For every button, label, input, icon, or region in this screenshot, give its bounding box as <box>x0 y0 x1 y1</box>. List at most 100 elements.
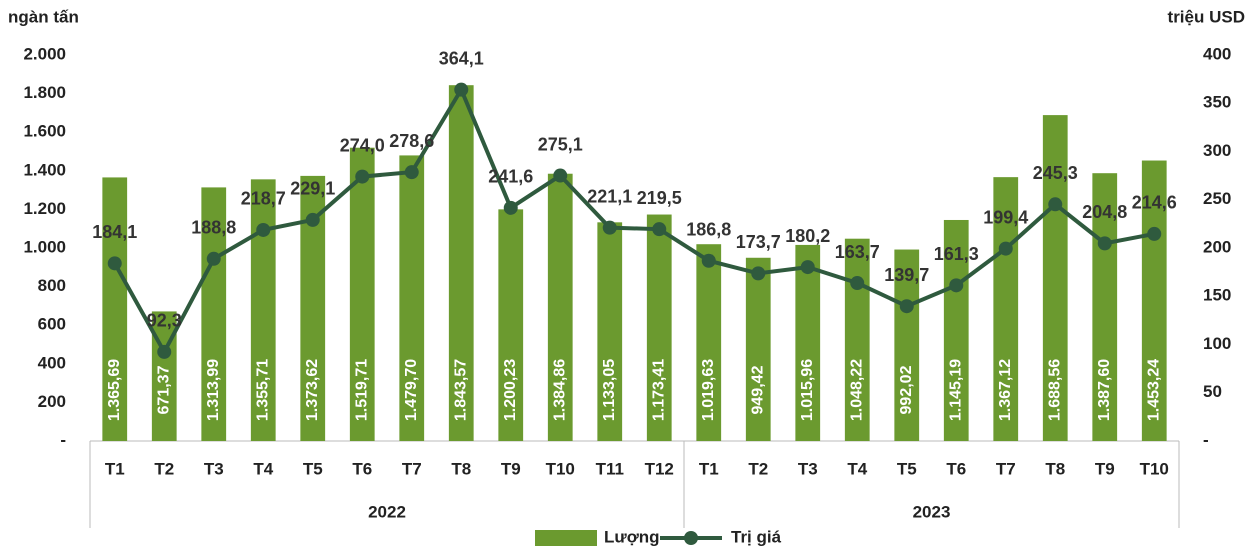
bar <box>745 257 771 441</box>
y-tick-label: 400 <box>38 353 66 372</box>
line-value-label: 163,7 <box>835 242 880 262</box>
bar <box>696 244 722 441</box>
line-point <box>652 222 667 237</box>
y-tick-label: 600 <box>38 315 66 334</box>
group-label: 2022 <box>368 502 406 521</box>
line-point <box>305 212 320 227</box>
bar-value-label: 671,37 <box>155 365 172 414</box>
bar <box>1092 173 1118 441</box>
x-tick-label: T4 <box>847 459 867 478</box>
y-tick-label: 200 <box>38 392 66 411</box>
line-value-label: 139,7 <box>884 265 929 285</box>
bar <box>1141 160 1167 442</box>
bar-value-label: 1.173,41 <box>650 359 667 421</box>
line-point <box>602 220 617 235</box>
y2-axis-label: triệu USD <box>1168 7 1245 26</box>
x-tick-label: T8 <box>451 459 471 478</box>
x-tick-label: T5 <box>303 459 323 478</box>
line-value-label: 188,8 <box>191 218 236 238</box>
line-value-label: 199,4 <box>983 207 1028 227</box>
y2-tick-label: 250 <box>1203 189 1231 208</box>
line-value-label: 274,0 <box>340 135 385 155</box>
y2-tick-label: - <box>1203 430 1209 449</box>
bar <box>894 249 920 441</box>
line-value-label: 214,6 <box>1132 193 1177 213</box>
y2-tick-label: 400 <box>1203 44 1231 63</box>
y2-tick-label: 300 <box>1203 141 1231 160</box>
line-point <box>701 253 716 268</box>
x-tick-label: T10 <box>546 459 575 478</box>
line-value-label: 184,1 <box>92 222 137 242</box>
line-point <box>1048 197 1063 212</box>
bar <box>1042 115 1068 442</box>
bar <box>349 147 375 441</box>
bar <box>399 155 425 441</box>
line-point <box>949 278 964 293</box>
x-tick-label: T1 <box>699 459 719 478</box>
bar <box>102 177 128 442</box>
line-value-label: 221,1 <box>587 186 632 206</box>
bar-value-label: 1.367,12 <box>997 359 1014 421</box>
line-value-label: 219,5 <box>637 188 682 208</box>
y2-tick-label: 150 <box>1203 286 1231 305</box>
x-tick-label: T3 <box>798 459 818 478</box>
y-tick-label: 800 <box>38 276 66 295</box>
y2-tick-label: 200 <box>1203 237 1231 256</box>
line-value-label: 218,7 <box>241 189 286 209</box>
y-tick-label: 1.400 <box>23 160 66 179</box>
bar <box>498 209 524 441</box>
x-tick-label: T3 <box>204 459 224 478</box>
line-point <box>998 241 1013 256</box>
x-tick-label: T8 <box>1045 459 1065 478</box>
y-tick-label: 1.800 <box>23 83 66 102</box>
x-tick-label: T5 <box>897 459 917 478</box>
bar <box>547 173 573 441</box>
line <box>113 85 1155 357</box>
bar <box>448 85 474 442</box>
x-tick-label: T7 <box>996 459 1016 478</box>
bar-value-label: 1.133,05 <box>601 359 618 421</box>
y2-tick-label: 50 <box>1203 382 1222 401</box>
line-point <box>256 222 271 237</box>
line-point <box>553 168 568 183</box>
bar <box>201 187 227 441</box>
x-tick-label: T7 <box>402 459 422 478</box>
line-value-label: 173,7 <box>736 232 781 252</box>
bar <box>646 214 672 441</box>
line-point <box>1147 226 1162 241</box>
x-tick-label: T9 <box>1095 459 1115 478</box>
line-point <box>206 251 221 266</box>
line-point <box>850 276 865 291</box>
y-tick-label: 1.200 <box>23 199 66 218</box>
x-tick-label: T4 <box>253 459 273 478</box>
line-value-label: 364,1 <box>439 48 484 68</box>
bar-value-label: 1.373,62 <box>304 359 321 421</box>
line-value-label: 229,1 <box>290 179 335 199</box>
line-point <box>1097 236 1112 251</box>
line-point <box>454 82 469 97</box>
line-value-label: 278,6 <box>389 131 434 151</box>
line-point <box>503 200 518 215</box>
y2-tick-label: 100 <box>1203 334 1231 353</box>
bar <box>597 222 623 441</box>
line-point <box>751 266 766 281</box>
bar-value-label: 1.355,71 <box>254 359 271 421</box>
y-tick-label: 1.000 <box>23 237 66 256</box>
bar-value-label: 1.384,86 <box>551 359 568 421</box>
group-label: 2023 <box>913 502 951 521</box>
x-tick-label: T11 <box>596 459 624 478</box>
line-value-label: 204,8 <box>1082 202 1127 222</box>
y-axis-label: ngàn tấn <box>8 7 79 26</box>
bar-value-label: 1.019,63 <box>700 359 717 421</box>
y-tick-label: 2.000 <box>23 44 66 63</box>
bar <box>943 219 969 441</box>
x-tick-label: T6 <box>352 459 372 478</box>
bar-value-label: 1.387,60 <box>1096 359 1113 421</box>
bar <box>993 177 1019 441</box>
bar-value-label: 1.688,56 <box>1046 359 1063 421</box>
bar-value-label: 992,02 <box>898 365 915 414</box>
x-tick-label: T10 <box>1140 459 1169 478</box>
bar <box>844 238 870 441</box>
line-point <box>107 256 122 271</box>
